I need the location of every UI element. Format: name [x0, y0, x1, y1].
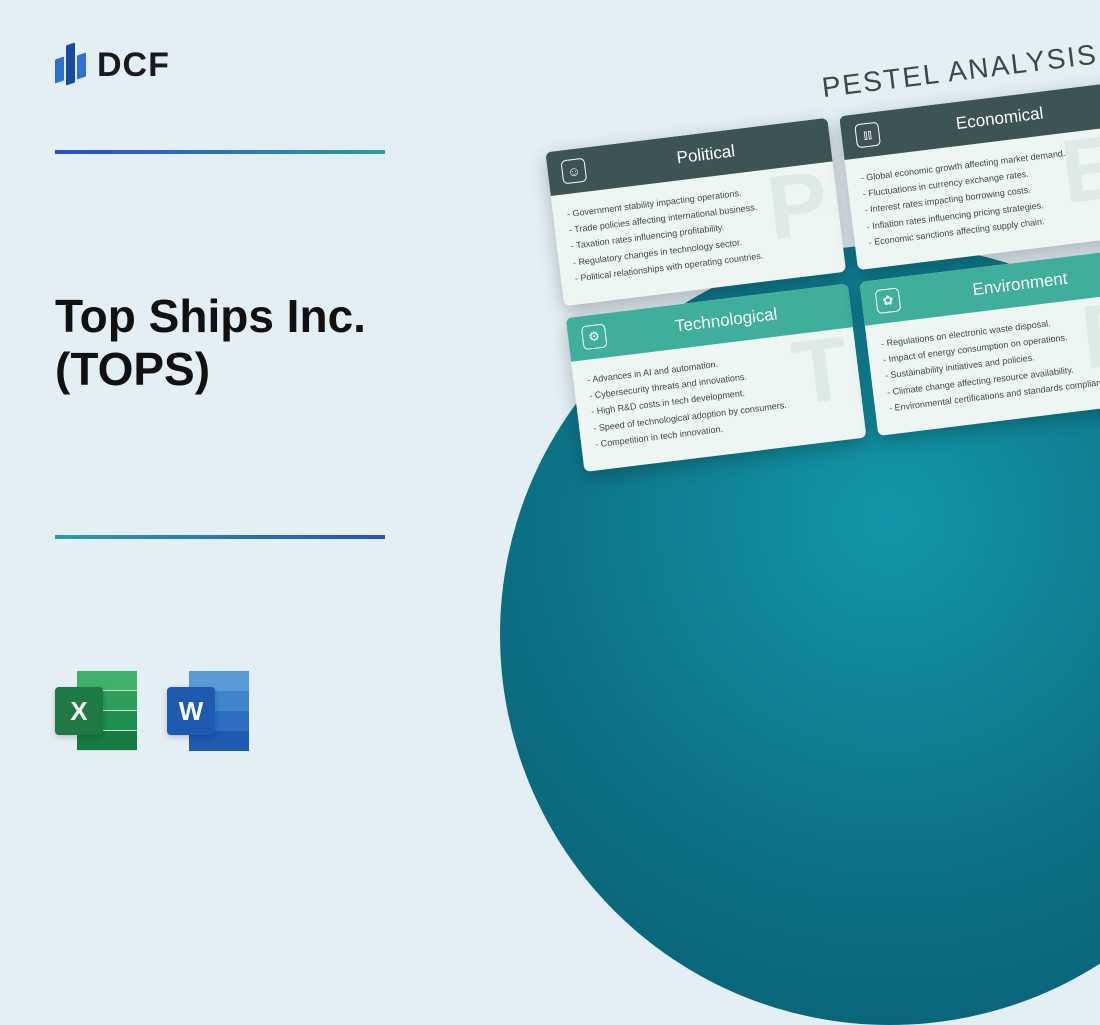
chart-icon: ⫾⫾	[854, 122, 881, 149]
logo-bars-icon	[55, 40, 87, 90]
excel-icon[interactable]: X	[55, 667, 143, 755]
gear-icon: ⚙	[581, 323, 608, 350]
file-icons: X W	[55, 667, 255, 755]
pestel-analysis: PESTEL ANALYSIS ☺ Political - Government…	[540, 36, 1100, 472]
pestel-card-political: ☺ Political - Government stability impac…	[545, 118, 846, 306]
excel-letter: X	[55, 687, 103, 735]
pestel-card-economical: ⫾⫾ Economical - Global economic growth a…	[839, 82, 1100, 270]
logo: DCF	[55, 40, 170, 90]
pestel-grid: ☺ Political - Government stability impac…	[545, 82, 1100, 472]
logo-text: DCF	[97, 46, 170, 85]
person-icon: ☺	[560, 158, 587, 185]
word-letter: W	[167, 687, 215, 735]
leaf-icon: ✿	[875, 287, 902, 314]
page-title: Top Ships Inc.(TOPS)	[55, 290, 366, 396]
word-icon[interactable]: W	[167, 667, 255, 755]
divider-top	[55, 150, 385, 154]
pestel-card-environment: ✿ Environment - Regulations on electroni…	[859, 247, 1100, 435]
divider-bottom	[55, 535, 385, 539]
